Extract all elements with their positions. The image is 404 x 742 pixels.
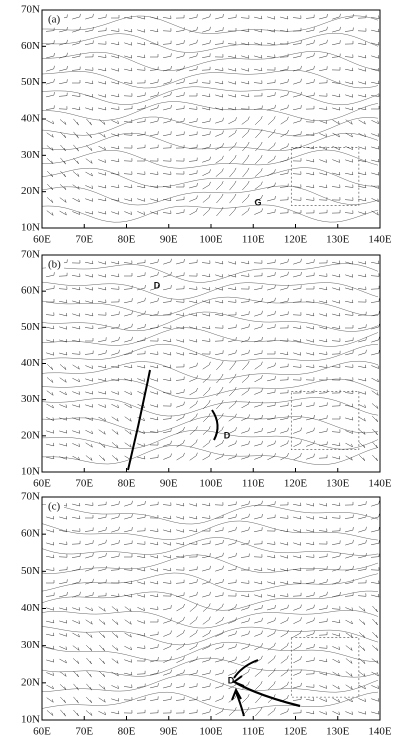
lon-label: 140E xyxy=(368,478,392,490)
contour-lines xyxy=(41,263,379,465)
map-symbol: G xyxy=(254,197,261,207)
lat-label: 40N xyxy=(21,357,40,369)
lat-label: 30N xyxy=(21,149,40,161)
lon-label: 130E xyxy=(326,726,350,738)
lon-label: 120E xyxy=(284,726,308,738)
lon-label: 100E xyxy=(199,478,223,490)
region-box xyxy=(290,391,360,450)
lon-label: 130E xyxy=(326,478,350,490)
region-box xyxy=(290,147,360,206)
lon-label: 70E xyxy=(75,234,93,246)
panel-label: (a) xyxy=(48,14,61,26)
trough-line xyxy=(211,409,219,441)
lon-label: 110E xyxy=(242,726,265,738)
flow-arrow xyxy=(235,691,245,717)
panel-label: (c) xyxy=(48,501,61,513)
lon-label: 140E xyxy=(368,234,392,246)
lon-label: 90E xyxy=(160,726,178,738)
flow-arrow xyxy=(233,659,259,679)
panel-label: (b) xyxy=(48,259,61,271)
region-box xyxy=(290,637,360,698)
lat-label: 50N xyxy=(21,565,40,577)
label-bg xyxy=(46,13,64,27)
lon-label: 60E xyxy=(33,234,51,246)
lon-label: 80E xyxy=(118,726,136,738)
lon-label: 100E xyxy=(199,726,223,738)
lat-label: 50N xyxy=(21,321,40,333)
lat-label: 60N xyxy=(21,40,40,52)
wind-barbs xyxy=(45,13,380,217)
lat-label: 20N xyxy=(21,185,40,197)
arrow-head xyxy=(231,675,245,687)
map-frame xyxy=(41,254,381,473)
lon-label: 130E xyxy=(326,234,350,246)
lon-label: 60E xyxy=(33,726,51,738)
label-bg xyxy=(46,500,64,514)
lon-label: 120E xyxy=(284,234,308,246)
lat-label: 30N xyxy=(21,639,40,651)
lon-label: 70E xyxy=(75,478,93,490)
lon-label: 110E xyxy=(242,478,265,490)
lon-label: 70E xyxy=(75,726,93,738)
map-symbol: D xyxy=(224,430,231,440)
wind-barbs xyxy=(45,258,380,462)
lon-label: 110E xyxy=(242,234,265,246)
lat-label: 60N xyxy=(21,285,40,297)
map-symbol: D xyxy=(228,675,235,685)
lon-label: 90E xyxy=(160,234,178,246)
lat-label: 10N xyxy=(21,466,40,478)
lat-label: 30N xyxy=(21,393,40,405)
lon-label: 90E xyxy=(160,478,178,490)
label-bg xyxy=(46,258,64,272)
lat-label: 20N xyxy=(21,676,40,688)
lon-label: 60E xyxy=(33,478,51,490)
lon-label: 100E xyxy=(199,234,223,246)
lat-label: 40N xyxy=(21,113,40,125)
arrow-head xyxy=(231,687,242,701)
lat-label: 60N xyxy=(21,528,40,540)
lon-label: 120E xyxy=(284,478,308,490)
lat-label: 10N xyxy=(21,714,40,726)
trough-line xyxy=(127,369,151,471)
contour-lines xyxy=(41,15,379,223)
wind-barbs xyxy=(45,500,380,717)
lat-label: 70N xyxy=(21,4,40,16)
lon-label: 80E xyxy=(118,478,136,490)
contour-lines xyxy=(41,504,379,711)
lat-label: 10N xyxy=(21,222,40,234)
lat-label: 20N xyxy=(21,429,40,441)
lon-label: 80E xyxy=(118,234,136,246)
map-symbol: D xyxy=(154,280,161,290)
lat-label: 50N xyxy=(21,76,40,88)
lat-label: 70N xyxy=(21,491,40,503)
lon-label: 140E xyxy=(368,726,392,738)
lat-label: 40N xyxy=(21,602,40,614)
lat-label: 70N xyxy=(21,249,40,261)
